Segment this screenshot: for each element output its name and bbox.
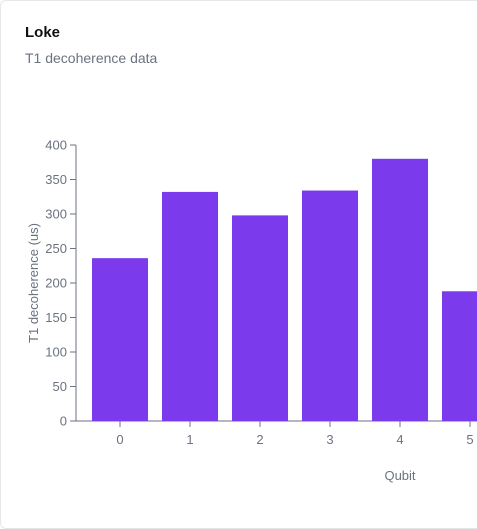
x-tick-label: 2	[256, 432, 263, 447]
y-tick-label: 0	[60, 414, 67, 429]
x-tick-label: 4	[396, 432, 403, 447]
bar-qubit-3[interactable]	[302, 190, 358, 421]
x-tick-label: 3	[326, 432, 333, 447]
y-tick-label: 300	[45, 207, 67, 222]
x-tick-label: 1	[186, 432, 193, 447]
y-tick-label: 100	[45, 345, 67, 360]
y-tick-label: 350	[45, 172, 67, 187]
x-axis-ticks: 0 1 2 3 4 5	[116, 421, 474, 447]
bar-qubit-5[interactable]	[442, 291, 477, 421]
x-axis-title: Qubit	[384, 468, 415, 483]
y-axis-title: T1 decoherence (us)	[26, 223, 41, 343]
y-axis: 0 50 100 150 200 250 300 350 400	[45, 138, 77, 429]
card-subtitle: T1 decoherence data	[25, 50, 158, 66]
x-axis: 0 1 2 3 4 5	[76, 420, 477, 447]
bar-qubit-4[interactable]	[372, 158, 428, 422]
bar-qubit-1[interactable]	[162, 191, 218, 421]
y-tick-label: 200	[45, 276, 67, 291]
y-tick-label: 400	[45, 138, 67, 153]
y-tick-label: 250	[45, 241, 67, 256]
y-axis-ticks: 0 50 100 150 200 250 300 350 400	[45, 138, 76, 429]
bar-qubit-0[interactable]	[92, 258, 148, 421]
card-title: Loke	[25, 24, 61, 41]
bar-qubit-2[interactable]	[232, 215, 288, 421]
y-tick-label: 150	[45, 310, 67, 325]
bars	[92, 158, 477, 422]
x-tick-label: 5	[466, 432, 473, 447]
y-tick-label: 50	[53, 379, 67, 394]
x-tick-label: 0	[116, 432, 123, 447]
